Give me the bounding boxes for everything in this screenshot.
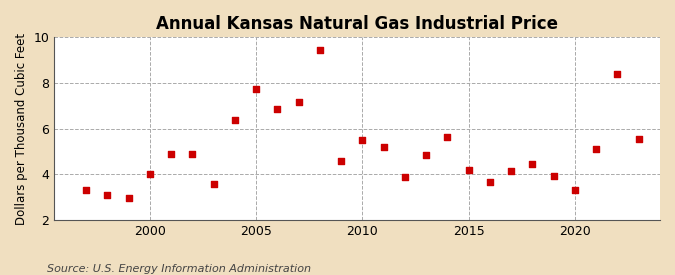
Point xyxy=(102,193,113,197)
Point xyxy=(527,162,538,166)
Point xyxy=(187,152,198,156)
Point xyxy=(230,117,240,122)
Point xyxy=(506,169,516,173)
Point xyxy=(294,100,304,105)
Point xyxy=(124,196,134,201)
Title: Annual Kansas Natural Gas Industrial Price: Annual Kansas Natural Gas Industrial Pri… xyxy=(156,15,558,33)
Point xyxy=(548,173,559,178)
Point xyxy=(591,147,601,152)
Point xyxy=(442,134,453,139)
Point xyxy=(272,107,283,112)
Point xyxy=(166,152,177,156)
Point xyxy=(378,145,389,149)
Point xyxy=(335,158,346,163)
Point xyxy=(209,182,219,186)
Point xyxy=(485,180,495,185)
Point xyxy=(315,48,325,52)
Point xyxy=(421,153,431,157)
Text: Source: U.S. Energy Information Administration: Source: U.S. Energy Information Administ… xyxy=(47,264,311,274)
Point xyxy=(144,172,155,177)
Point xyxy=(251,87,262,91)
Y-axis label: Dollars per Thousand Cubic Feet: Dollars per Thousand Cubic Feet xyxy=(15,33,28,225)
Point xyxy=(612,72,623,76)
Point xyxy=(357,138,368,142)
Point xyxy=(633,137,644,141)
Point xyxy=(570,188,580,192)
Point xyxy=(81,188,92,192)
Point xyxy=(400,175,410,179)
Point xyxy=(463,168,474,172)
